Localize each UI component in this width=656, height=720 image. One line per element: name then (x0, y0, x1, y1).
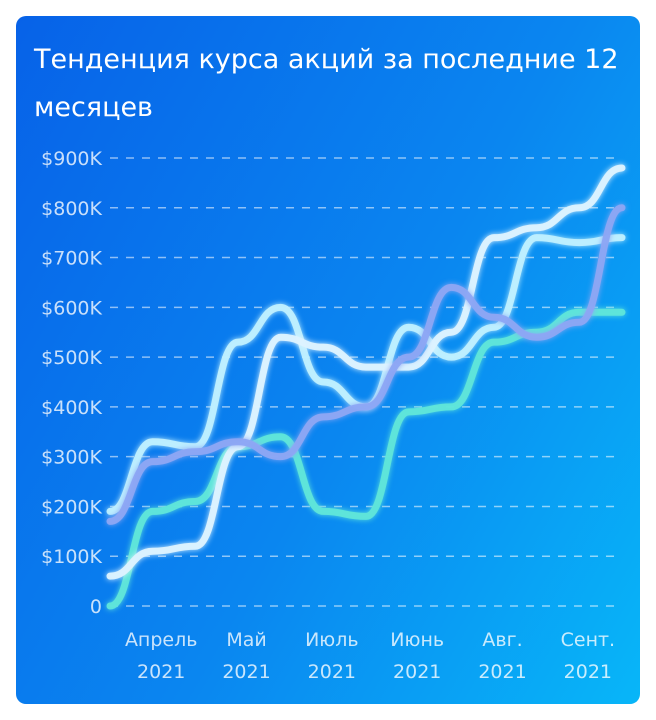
grid-lines (110, 157, 622, 607)
series-line-3 (106, 164, 626, 580)
y-tick-label: 0 (90, 596, 102, 618)
y-tick-label: $500K (41, 347, 102, 369)
y-tick-label: $100K (41, 546, 102, 568)
x-tick-label: 2021 (308, 661, 356, 683)
x-tick-label: 2021 (222, 661, 270, 683)
x-tick-label: Апрель (125, 629, 198, 651)
chart-title: Тенденция курса акций за последние 12 ме… (34, 44, 619, 123)
x-tick-label: 2021 (137, 661, 185, 683)
y-tick-label: $300K (41, 447, 102, 469)
y-tick-label: $600K (41, 297, 102, 319)
x-tick-label: 2021 (478, 661, 526, 683)
series-lines (106, 164, 626, 610)
y-tick-label: $900K (41, 148, 102, 170)
x-tick-label: Май (226, 629, 266, 651)
y-axis: 0 $100K $200K $300K $400K $500K $600K $700K $800… (41, 148, 102, 618)
y-tick-label: $800K (41, 198, 102, 220)
y-tick-label: $200K (41, 496, 102, 518)
x-tick-label: 2021 (564, 661, 612, 683)
y-tick-label: $700K (41, 248, 102, 270)
series-line-2 (106, 234, 626, 515)
x-tick-label: Июнь (390, 629, 444, 651)
x-tick-label: Авг. (482, 629, 522, 651)
x-tick-label: Сент. (561, 629, 616, 651)
x-tick-label: 2021 (393, 661, 441, 683)
x-tick-label: Июль (305, 629, 359, 651)
series-line-4 (106, 204, 626, 525)
x-axis: Апрель 2021 Май 2021 Июль 2021 Июнь 2021 Авг. 202… (125, 629, 615, 683)
y-tick-label: $400K (41, 397, 102, 419)
